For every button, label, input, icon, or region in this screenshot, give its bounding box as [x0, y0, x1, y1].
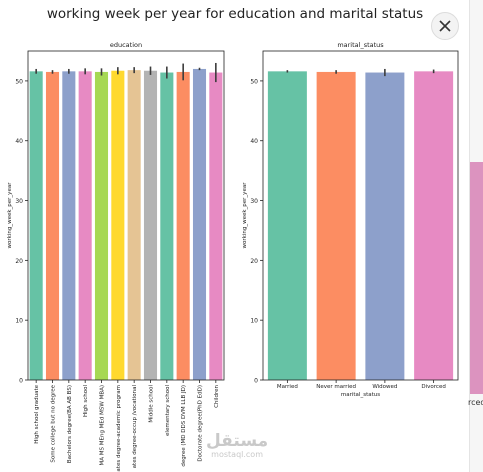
education-ytick-label: 10 — [15, 318, 23, 325]
marital-axes-frame — [262, 50, 459, 381]
figure-title: working week per year for education and … — [46, 6, 424, 22]
marital-bar — [267, 71, 307, 380]
marital-ytick-label: 50 — [250, 78, 258, 85]
education-bar — [192, 68, 207, 380]
marital-chart-title: marital_status — [337, 41, 384, 49]
education-ytick-label: 20 — [15, 258, 23, 265]
watermark-logo: مستقل mostaql.com — [206, 432, 268, 459]
close-button[interactable] — [431, 12, 459, 40]
education-bar — [160, 72, 174, 380]
education-xtick-label: High school graduate — [34, 384, 40, 443]
marital-bar — [316, 71, 356, 380]
marital-ytick-label: 10 — [250, 318, 258, 325]
marital-xtick-label: Never married — [316, 384, 356, 390]
marital-ylabel: working_week_per_year — [242, 182, 248, 249]
watermark-main: مستقل — [206, 431, 269, 451]
education-bar — [111, 70, 125, 381]
education-ylabel: working_week_per_year — [7, 182, 13, 249]
education-xtick-label: High school — [83, 385, 89, 417]
education-bar — [176, 71, 190, 380]
marital-xlabel: marital_status — [341, 392, 380, 398]
education-xtick-label: ates degree-academic program — [116, 385, 122, 472]
education-bar — [29, 71, 43, 380]
marital-ytick-label: 0 — [254, 378, 258, 385]
education-xtick-label: Middle school — [149, 385, 155, 423]
close-icon — [439, 20, 451, 32]
education-xtick-label: MA MS MEng MEd MSW MBA) — [100, 385, 106, 466]
education-axes-frame — [27, 50, 225, 381]
education-xtick-label: Children — [214, 384, 220, 407]
education-bar — [78, 71, 92, 380]
adjacent-chart-label-fragment: rced — [468, 398, 483, 407]
marital-xtick-label: Divorced — [421, 384, 445, 390]
marital-xtick-label: Widowed — [372, 384, 397, 390]
marital-bar — [414, 71, 454, 380]
education-xtick-label: elementary school — [165, 385, 171, 436]
education-ytick-label: 0 — [19, 378, 23, 385]
education-bar — [143, 70, 158, 381]
adjacent-chart-bar-fragment — [470, 162, 483, 394]
education-ytick-label: 40 — [15, 138, 23, 145]
education-xtick-label: Some college but no degree — [51, 384, 57, 462]
education-xtick-label: Bachelors degree(BA AB BS) — [67, 385, 73, 463]
education-bar — [127, 70, 141, 380]
marital-ytick-label: 20 — [250, 258, 258, 265]
education-xtick-label: ates degree-occup /vocational — [132, 385, 138, 469]
education-bar — [62, 71, 76, 380]
education-ytick-label: 30 — [15, 198, 23, 205]
education-chart-title: education — [110, 41, 142, 49]
education-bar — [45, 71, 60, 380]
education-bar — [209, 72, 223, 380]
marital-xtick-label: Married — [277, 384, 298, 390]
education-ytick-label: 50 — [15, 78, 23, 85]
marital-bar — [365, 72, 405, 380]
marital-ytick-label: 30 — [250, 198, 258, 205]
education-bar — [94, 71, 109, 380]
marital-ytick-label: 40 — [250, 138, 258, 145]
watermark-sub: mostaql.com — [211, 450, 263, 459]
education-xtick-label: Doctorate degree(PhD EdD) — [198, 385, 204, 462]
education-xtick-label: degree (MD DDS DVM LLB JD) — [181, 385, 187, 467]
charts-canvas: 0 10 20 30 40 50 High school graduate Some coll… — [7, 41, 459, 472]
